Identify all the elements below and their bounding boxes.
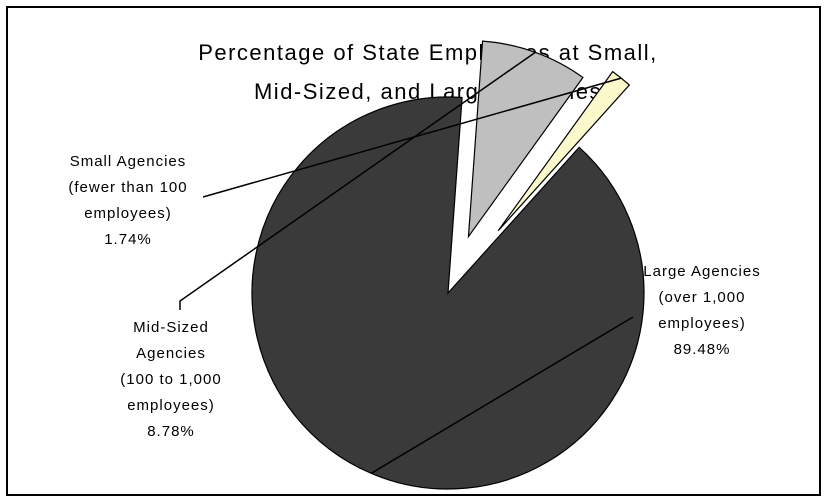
label-mid-line-3: (100 to 1,000 [120, 371, 221, 388]
label-small-agencies: Small Agencies (fewer than 100 employees… [68, 153, 187, 248]
chart-frame: Percentage of State Employees at Small, … [6, 6, 821, 496]
pie-slices [251, 40, 645, 490]
slice-large-agencies [251, 96, 645, 490]
label-small-line-1: Small Agencies [70, 153, 187, 170]
label-mid-line-2: Agencies [136, 345, 206, 362]
label-large-line-3: employees) [658, 315, 746, 332]
leader-line-small [202, 77, 622, 198]
leader-line-mid-sized [179, 51, 536, 310]
label-small-line-3: employees) [84, 205, 172, 222]
chart-title: Percentage of State Employees at Small, … [198, 40, 658, 104]
leader-lines [179, 51, 634, 474]
label-large-line-2: (over 1,000 [659, 289, 746, 306]
label-mid-sized-agencies: Mid-Sized Agencies (100 to 1,000 employe… [120, 319, 221, 440]
label-large-line-1: Large Agencies [643, 263, 760, 280]
label-small-line-2: (fewer than 100 [68, 179, 187, 196]
label-large-agencies: Large Agencies (over 1,000 employees) 89… [643, 263, 760, 358]
leader-line-large [370, 316, 634, 474]
chart-title-line-1: Percentage of State Employees at Small, [198, 40, 658, 65]
label-large-value: 89.48% [674, 341, 731, 358]
label-mid-value: 8.78% [147, 423, 195, 440]
label-small-value: 1.74% [104, 231, 152, 248]
label-mid-line-1: Mid-Sized [133, 319, 209, 336]
pie-chart: Percentage of State Employees at Small, … [68, 40, 760, 490]
label-mid-line-4: employees) [127, 397, 215, 414]
